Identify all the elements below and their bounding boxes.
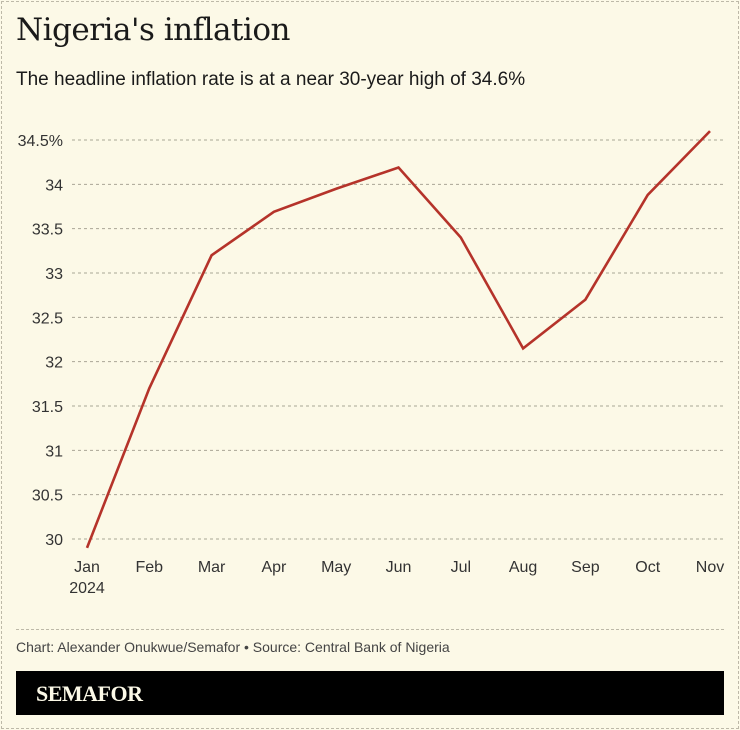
series-layer — [85, 130, 711, 549]
x-tick-label: Oct — [635, 559, 660, 576]
x-tick-label: Jun — [386, 559, 412, 576]
x-tick-label: Feb — [136, 559, 164, 576]
chart-subtitle: The headline inflation rate is at a near… — [16, 69, 526, 90]
footer-divider — [16, 629, 724, 630]
y-tick-label: 31.5 — [32, 399, 63, 416]
y-axis: 30 30.5 31 31.5 32 32.5 33 33.5 34 34.5% — [18, 133, 63, 549]
x-tick-label: Jan — [74, 559, 100, 576]
source-credit: Chart: Alexander Onukwue/Semafor • Sourc… — [16, 639, 450, 655]
x-tick-year-label: 2024 — [69, 580, 105, 597]
x-tick-label: Aug — [509, 559, 537, 576]
chart-title: Nigeria's inflation — [16, 12, 290, 48]
x-tick-label: Jul — [451, 559, 471, 576]
y-tick-label: 32.5 — [32, 310, 63, 327]
y-tick-label: 33.5 — [32, 222, 63, 239]
y-tick-label: 30.5 — [32, 488, 63, 505]
inflation-line — [85, 130, 711, 549]
y-tick-label: 33 — [45, 266, 63, 283]
y-tick-label: 34 — [45, 177, 63, 194]
x-tick-label: Nov — [696, 559, 724, 576]
semafor-logo: SEMAFOR — [36, 681, 143, 706]
y-tick-label: 30 — [45, 532, 63, 549]
y-tick-label: 34.5% — [18, 133, 63, 150]
x-tick-label: May — [321, 559, 351, 576]
y-tick-label: 32 — [45, 355, 63, 372]
x-tick-label: Mar — [198, 559, 226, 576]
gridlines — [72, 139, 724, 540]
x-axis: Jan 2024 Feb Mar Apr May Jun Jul Aug Sep Oct Nov — [69, 559, 724, 597]
brand-footer: SEMAFOR — [16, 671, 724, 715]
y-tick-label: 31 — [45, 443, 63, 460]
x-tick-label: Apr — [261, 559, 287, 576]
line-chart: 30 30.5 31 31.5 32 32.5 33 33.5 34 34.5% Jan 2024 F… — [18, 130, 724, 597]
x-tick-label: Sep — [571, 559, 600, 576]
